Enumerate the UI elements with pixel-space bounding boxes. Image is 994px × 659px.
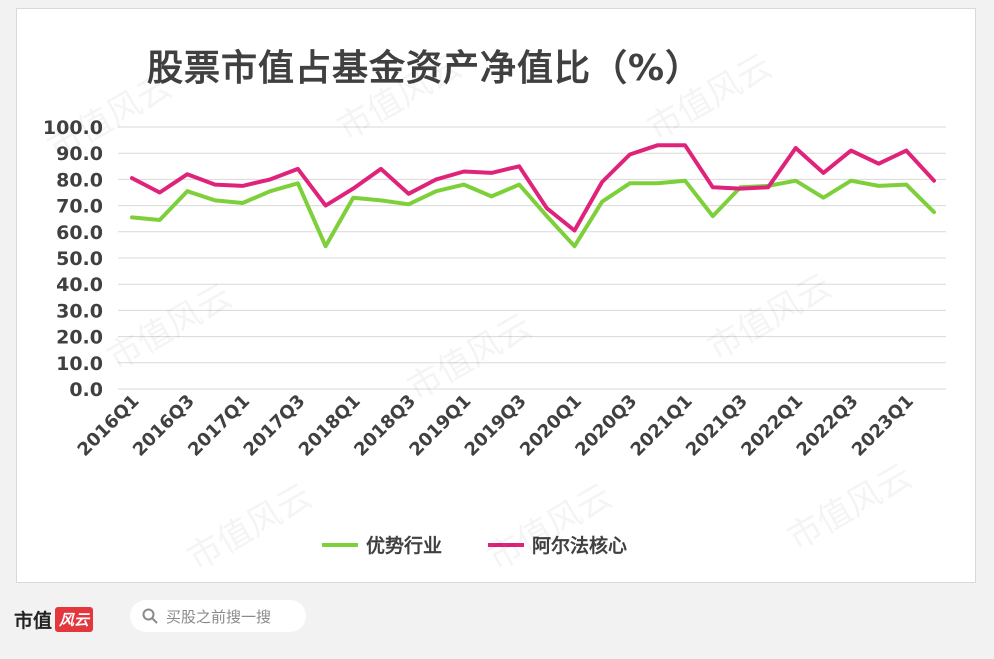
series-line-1 <box>130 178 936 249</box>
y-tick-label: 100.0 <box>43 117 103 139</box>
series-line-2 <box>130 143 936 233</box>
y-tick-label: 10.0 <box>56 353 103 375</box>
y-tick-label: 20.0 <box>56 327 103 349</box>
legend-label: 阿尔法核心 <box>532 534 627 557</box>
line-chart: 0.0 10.0 20.0 30.0 40.0 50.0 60.0 70.0 80.0 90.0 1… <box>43 117 946 557</box>
x-tick-label: 2023Q1 <box>848 391 918 461</box>
search-icon <box>142 608 158 624</box>
y-tick-label: 30.0 <box>56 300 103 322</box>
search-box[interactable]: 买股之前搜一搜 <box>130 600 306 632</box>
y-tick-label: 0.0 <box>69 379 103 401</box>
chart-title: 股票市值占基金资产净值比（%） <box>147 48 703 89</box>
brand-logo[interactable]: 市值 风云 <box>14 606 94 632</box>
chart-card: 股票市值占基金资产净值比（%） <box>16 8 976 583</box>
legend-label: 优势行业 <box>366 534 442 557</box>
y-tick-label: 60.0 <box>56 222 103 244</box>
logo-text: 市值 <box>14 609 53 632</box>
y-tick-label: 50.0 <box>56 248 103 270</box>
y-tick-label: 70.0 <box>56 196 103 218</box>
y-tick-label: 80.0 <box>56 169 103 191</box>
search-placeholder: 买股之前搜一搜 <box>166 607 272 626</box>
footer-bar: 市值 风云 买股之前搜一搜 <box>0 592 994 659</box>
y-tick-label: 40.0 <box>56 274 103 296</box>
y-tick-label: 90.0 <box>56 143 103 165</box>
logo-accent: 风云 <box>55 606 94 632</box>
